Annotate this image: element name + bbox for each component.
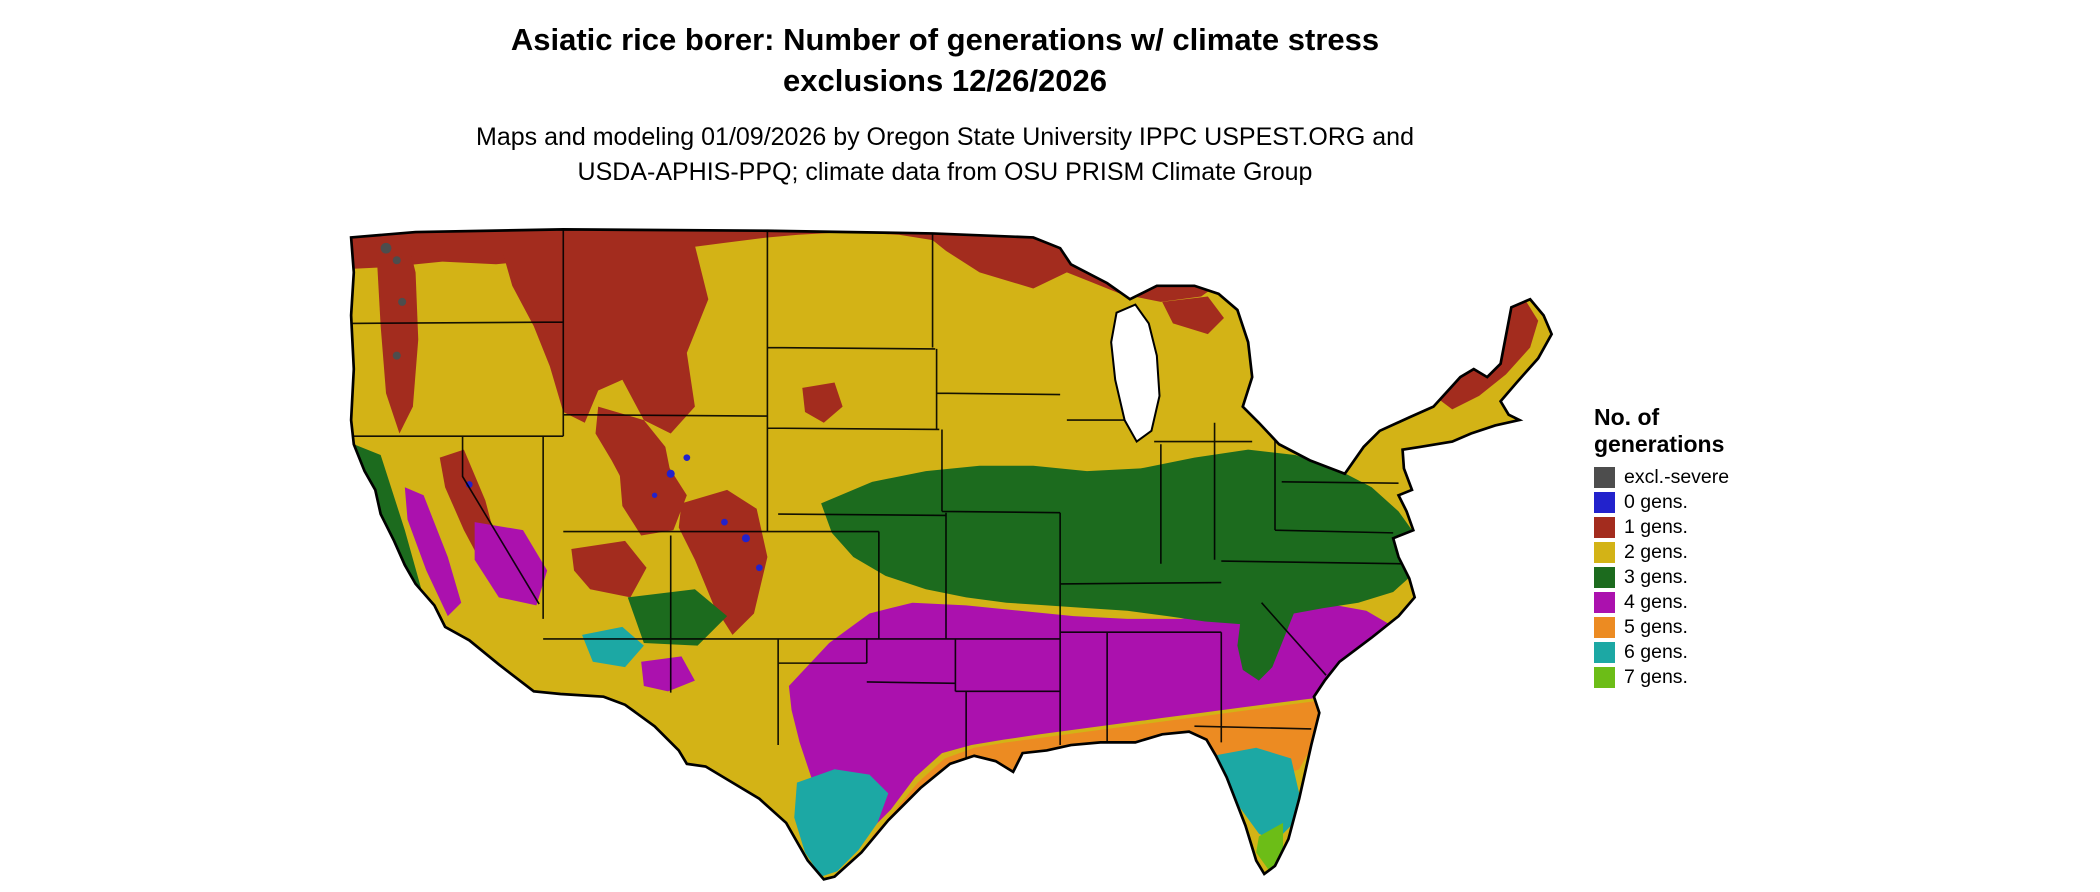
us-outline (349, 228, 1554, 881)
legend-item-label: 7 gens. (1624, 666, 1688, 689)
figure-subtitle-line2: USDA-APHIS-PPQ; climate data from OSU PR… (577, 157, 1313, 186)
legend-title: No. of generations (1594, 404, 1725, 458)
legend-item-label: 1 gens. (1624, 516, 1688, 539)
legend-item: 3 gens. (1594, 566, 1824, 589)
legend-item-label: 6 gens. (1624, 641, 1688, 664)
legend-item: 5 gens. (1594, 616, 1824, 639)
legend-item: 7 gens. (1594, 666, 1824, 689)
legend: No. of generations excl.-severe 0 gens. … (1594, 404, 1824, 692)
legend-item: 6 gens. (1594, 641, 1824, 664)
legend-swatch-6-gens (1594, 642, 1615, 664)
legend-item: 1 gens. (1594, 516, 1824, 539)
legend-item-label: 4 gens. (1624, 591, 1688, 614)
figure-subtitle: Maps and modeling 01/09/2026 by Oregon S… (390, 120, 1500, 189)
regions-5-gens (872, 699, 1329, 856)
legend-item-label: excl.-severe (1624, 466, 1730, 489)
us-generations-map (349, 228, 1554, 881)
legend-item: 2 gens. (1594, 541, 1824, 564)
legend-swatch-5-gens (1594, 617, 1615, 639)
regions-7-gens (1256, 822, 1284, 872)
legend-swatch-2-gens (1594, 542, 1615, 564)
legend-item-label: 5 gens. (1624, 616, 1688, 639)
legend-item: 0 gens. (1594, 491, 1824, 514)
legend-swatch-0-gens (1594, 492, 1615, 514)
legend-item: 4 gens. (1594, 591, 1824, 614)
regions-6-gens (582, 626, 1300, 877)
legend-item: excl.-severe (1594, 466, 1824, 489)
legend-swatch-3-gens (1594, 567, 1615, 589)
legend-item-label: 2 gens. (1624, 541, 1688, 564)
state-borders (351, 229, 1403, 762)
regions-3-gens (353, 444, 1418, 681)
lake-michigan (1110, 303, 1161, 444)
figure-title-line2: exclusions 12/26/2026 (782, 62, 1107, 98)
regions-0-gens (465, 454, 763, 572)
legend-item-label: 0 gens. (1624, 491, 1688, 514)
regions-excl-severe (380, 242, 407, 360)
legend-item-label: 3 gens. (1624, 566, 1688, 589)
legend-swatch-4-gens (1594, 592, 1615, 614)
figure-title: Asiatic rice borer: Number of generation… (390, 20, 1500, 102)
figure-title-line1: Asiatic rice borer: Number of generation… (510, 22, 1380, 57)
legend-swatch-1-gens (1594, 517, 1615, 539)
legend-swatch-7-gens (1594, 667, 1615, 689)
figure-subtitle-line1: Maps and modeling 01/09/2026 by Oregon S… (476, 123, 1414, 151)
legend-swatch-excl-severe (1594, 467, 1615, 489)
